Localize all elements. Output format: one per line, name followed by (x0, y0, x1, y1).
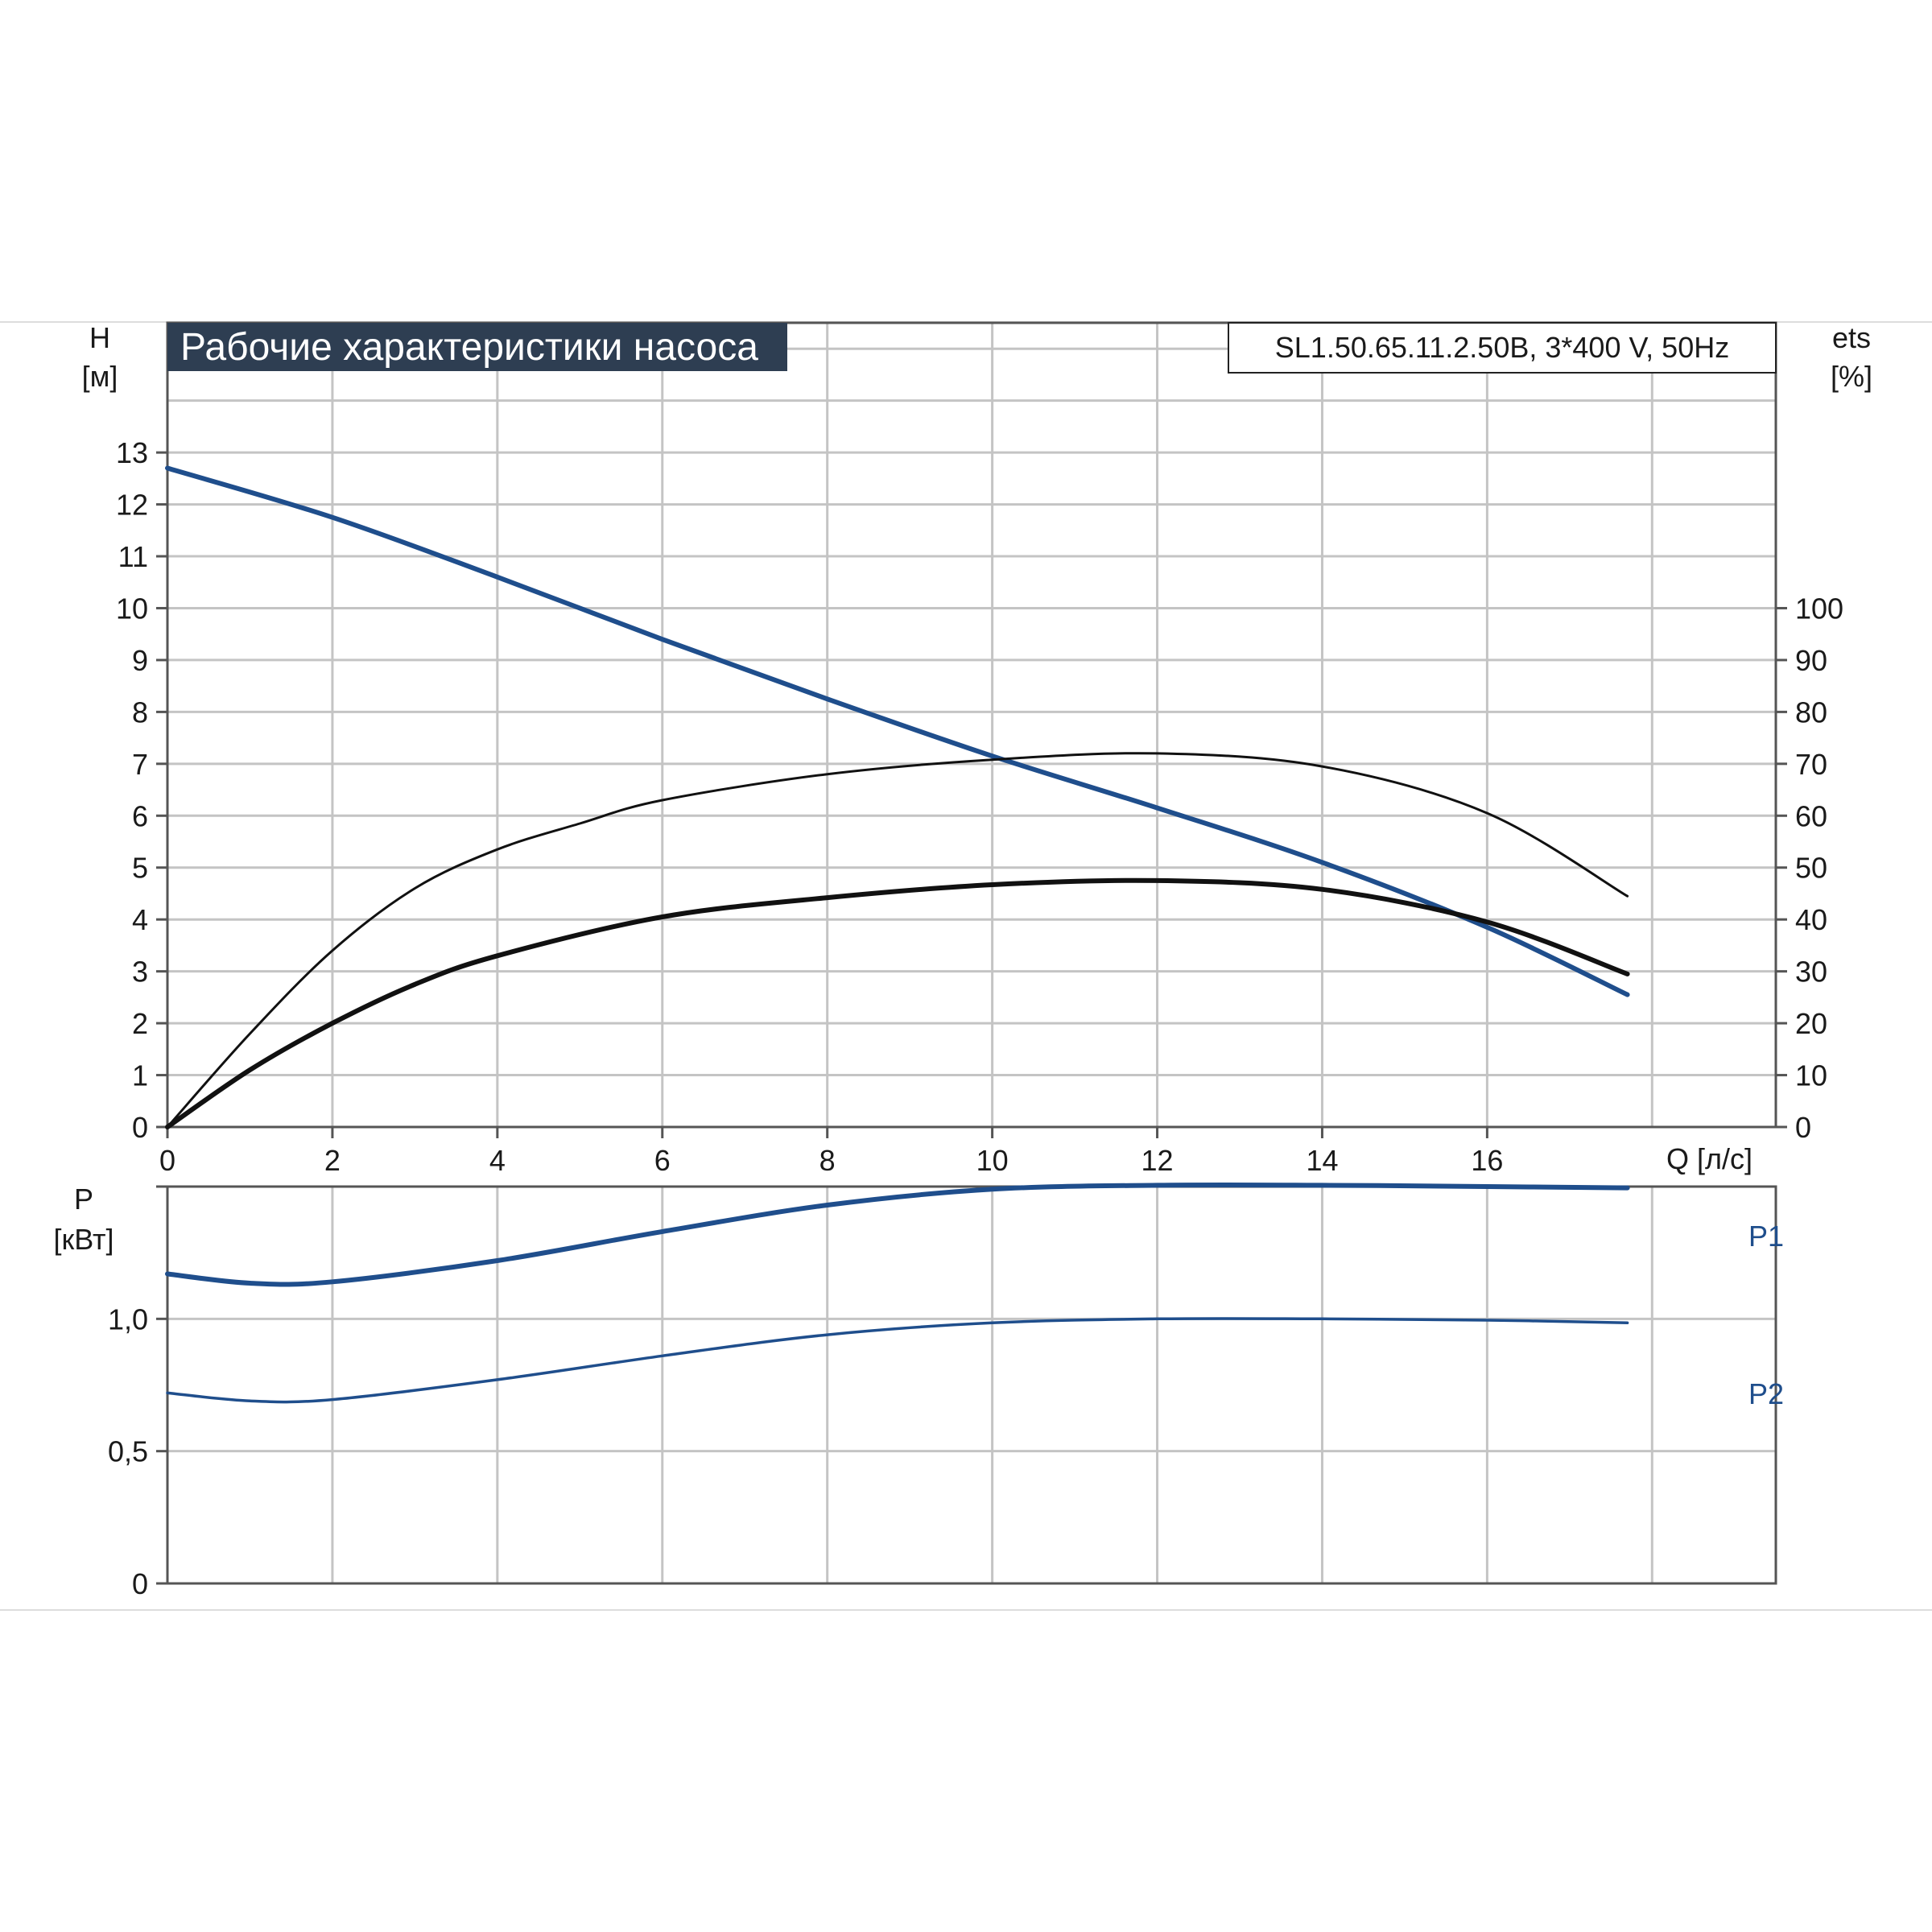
head-chart-frame (166, 321, 1777, 1129)
y-tick-label: 8 (132, 696, 148, 729)
y2-tick-label: 30 (1795, 956, 1827, 989)
y2-tick-label: 50 (1795, 852, 1827, 885)
y-tick-label: 10 (116, 592, 148, 625)
x-tick-label: 10 (976, 1144, 1009, 1177)
y2-tick-label: 0 (1795, 1111, 1811, 1144)
y-tick-label: 0 (132, 1111, 148, 1144)
y-axis-label: H (89, 321, 110, 354)
y-tick-label: 11 (118, 540, 148, 573)
series-label-p2: P2 (1748, 1377, 1784, 1410)
y2-tick-label: 70 (1795, 748, 1827, 781)
x-tick-label: 4 (489, 1144, 506, 1177)
p2-curve (166, 1317, 1629, 1404)
y-tick-label: 7 (132, 748, 148, 781)
y2-axis-unit: [%] (1831, 360, 1872, 393)
efficiency-total-curve (165, 877, 1630, 1129)
y2-tick-label: 10 (1795, 1059, 1827, 1092)
power-chart-frame (166, 1185, 1777, 1585)
y-tick-label: 2 (132, 1007, 148, 1040)
head-curve (165, 465, 1630, 997)
y-tick-label: 9 (132, 644, 148, 677)
power-tick-label: 1,0 (108, 1302, 148, 1335)
y2-tick-label: 80 (1795, 696, 1827, 729)
y2-tick-label: 90 (1795, 644, 1827, 677)
model-box (1228, 322, 1777, 374)
y-tick-label: 4 (132, 903, 148, 936)
x-axis-label: Q [л/с] (1666, 1142, 1752, 1175)
y-tick-label: 13 (116, 436, 148, 469)
x-tick-label: 16 (1471, 1144, 1503, 1177)
x-tick-label: 12 (1141, 1144, 1174, 1177)
power-axis-unit: [кВт] (53, 1223, 114, 1256)
y2-tick-label: 40 (1795, 903, 1827, 936)
x-tick-label: 0 (159, 1144, 175, 1177)
tick-labels: 0 2 4 6 8 10 12 14 16012345678910111213010203040… (108, 436, 1843, 1600)
x-tick-label: 2 (324, 1144, 341, 1177)
y-tick-label: 12 (116, 489, 148, 522)
y2-tick-label: 100 (1795, 592, 1843, 625)
y-tick-label: 6 (132, 799, 148, 832)
power-tick-label: 0,5 (108, 1435, 148, 1468)
y2-tick-label: 60 (1795, 799, 1827, 832)
x-tick-label: 6 (654, 1144, 671, 1177)
chart-title: Рабочие характеристики насоса (180, 326, 758, 369)
x-tick-label: 8 (819, 1144, 836, 1177)
series-label-p1: P1 (1748, 1220, 1784, 1253)
chart-frames (166, 321, 1777, 1585)
power-tick-label: 0 (132, 1567, 148, 1600)
y2-axis-label: ets (1832, 321, 1871, 354)
efficiency-pump-curve (166, 752, 1629, 1129)
power-axis-label: P (74, 1183, 93, 1216)
curves (165, 465, 1630, 1404)
title-box (167, 323, 787, 371)
y-axis-unit: [м] (82, 360, 118, 393)
y2-tick-label: 20 (1795, 1007, 1827, 1040)
model-label: SL1.50.65.11.2.50B, 3*400 V, 50Hz (1275, 331, 1729, 364)
y-tick-label: 5 (132, 852, 148, 885)
p1-curve (165, 1182, 1630, 1287)
y-tick-label: 1 (132, 1059, 148, 1092)
y-tick-label: 3 (132, 956, 148, 989)
x-tick-label: 14 (1306, 1144, 1338, 1177)
